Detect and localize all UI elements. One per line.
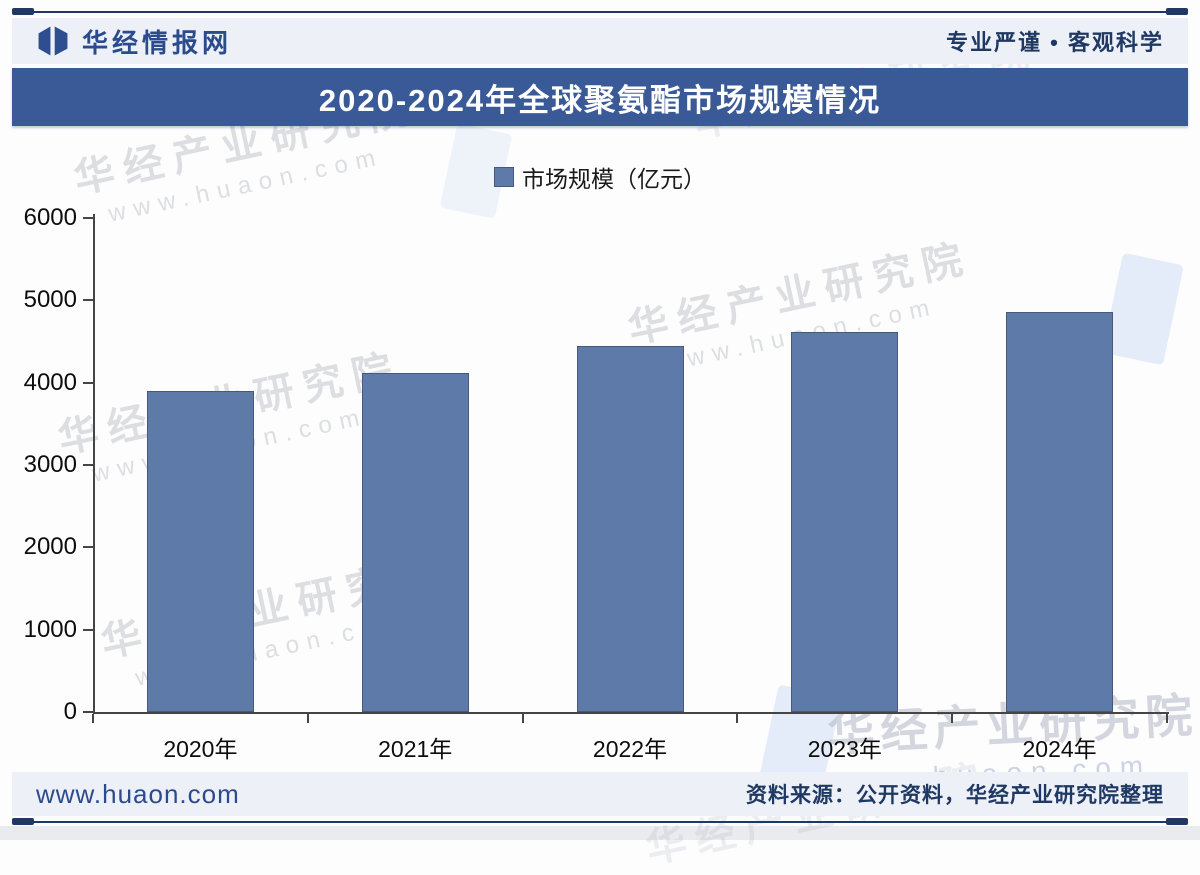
bar-2024年 [1006, 312, 1114, 712]
y-axis-tick [83, 217, 93, 219]
bar-2020年 [146, 391, 254, 712]
y-axis-label-5000: 5000 [23, 286, 77, 314]
y-axis-tick [83, 711, 93, 713]
x-axis-tick [306, 714, 309, 723]
bar-2021年 [361, 373, 469, 712]
y-axis-label-6000: 6000 [23, 204, 77, 231]
top-divider-dash-right [1166, 8, 1188, 15]
title-banner: 2020-2024年全球聚氨酯市场规模情况 [12, 68, 1188, 126]
footer-website: www.huaon.com [36, 778, 240, 809]
y-axis-line [93, 214, 95, 714]
x-axis-tick [951, 714, 954, 723]
footer: www.huaon.com 资料来源：公开资料，华经产业研究院整理 [12, 772, 1188, 816]
footer-source: 资料来源：公开资料，华经产业研究院整理 [746, 784, 1164, 807]
x-axis-label-2023年: 2023年 [807, 736, 882, 762]
x-axis-label-2020年: 2020年 [163, 736, 238, 762]
bar-2022年 [576, 346, 684, 712]
bar-2023年 [791, 332, 899, 712]
y-axis-tick [83, 381, 93, 384]
x-axis-tick [736, 714, 739, 723]
y-axis-label-0: 0 [63, 698, 77, 725]
x-axis-tick [92, 714, 94, 723]
bottom-divider-dash-left [12, 818, 34, 825]
y-axis-label-3000: 3000 [23, 451, 77, 478]
y-axis-tick [83, 628, 93, 631]
x-axis-label-2021年: 2021年 [378, 736, 453, 762]
bar-chart: 0 1000 2000 3000 4000 5000 6000 2020年 2021年 2022年… [23, 204, 1169, 762]
page-title: 2020-2024年全球聚氨酯市场规模情况 [318, 82, 882, 118]
bottom-divider-line [20, 821, 1180, 823]
bottom-divider-dash-right [1166, 818, 1188, 825]
header-slogan: 专业严谨 • 客观科学 [946, 30, 1164, 55]
x-axis-tick [521, 714, 524, 723]
brand-name: 华经情报网 [82, 27, 233, 58]
legend-label: 市场规模（亿元） [522, 166, 706, 192]
y-axis-label-4000: 4000 [23, 368, 77, 396]
y-axis-tick [83, 464, 93, 466]
y-axis-label-2000: 2000 [23, 533, 77, 561]
legend-swatch [494, 167, 514, 187]
brand-logo-icon [36, 25, 70, 57]
bottom-edge-strip [0, 826, 1200, 840]
y-axis-tick [83, 546, 93, 549]
y-axis-tick [83, 299, 93, 302]
x-axis-tick [1166, 714, 1168, 723]
top-divider-line [20, 11, 1180, 13]
x-axis-label-2022年: 2022年 [592, 736, 668, 762]
x-axis-label-2024年: 2024年 [1022, 736, 1097, 762]
y-axis-label-1000: 1000 [23, 615, 77, 643]
brand-logo: 华经情报网 [36, 23, 232, 60]
top-divider-dash-left [12, 8, 34, 15]
chart-legend: 市场规模（亿元） [0, 160, 1200, 194]
header: 华经情报网 专业严谨 • 客观科学 [12, 18, 1188, 64]
x-axis-line [93, 712, 1169, 714]
